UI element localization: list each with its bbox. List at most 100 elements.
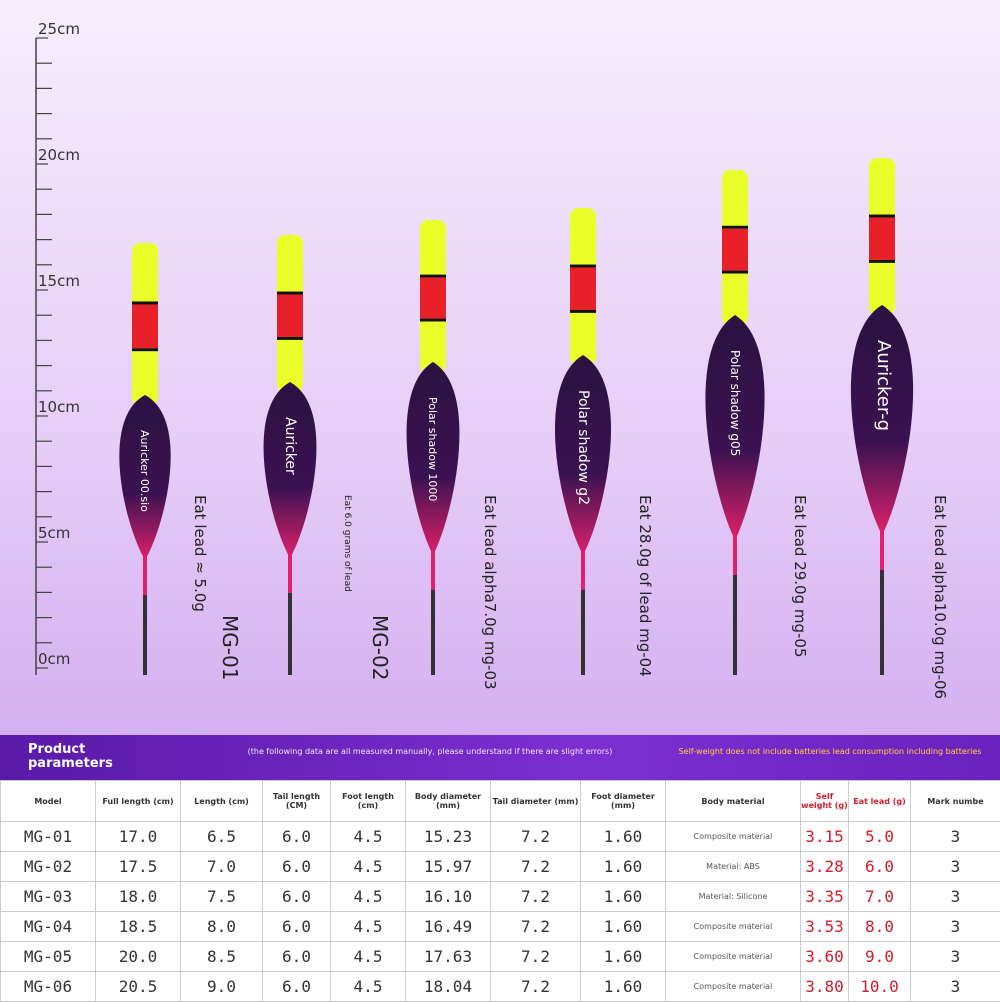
table-cell: 9.0 [181,972,263,1002]
ruler-label: 25cm [38,20,80,38]
table-cell: 7.2 [491,852,581,882]
float-band [722,271,748,274]
column-header: Self weight (g) [801,781,849,822]
table-cell: 8.0 [849,912,911,942]
float-band [570,313,596,355]
column-header: Tail length (CM) [263,781,331,822]
ruler-label: 0cm [38,650,70,668]
float-band [869,166,895,215]
column-header: Length (cm) [181,781,263,822]
table-cell: 3 [911,972,1000,1002]
float-band [277,340,303,382]
float-band [277,337,303,340]
table-cell: 18.0 [96,882,181,912]
table-cell: MG-04 [1,912,96,942]
table-cell: MG-05 [1,942,96,972]
table-cell: MG-01 [1,822,96,852]
table-cell: 3.80 [801,972,849,1002]
float-label: Eat 6.0 grams of lead [342,495,352,592]
float-label: Eat lead ≈ 5.0g [191,495,209,612]
table-cell: 1.60 [581,972,666,1002]
table-cell: 6.0 [263,942,331,972]
table-cell: 3 [911,912,1000,942]
table-cell: 17.5 [96,852,181,882]
float-body-text: Auricker-g [873,340,894,431]
table-cell: 4.5 [331,882,406,912]
float-band [722,226,748,229]
table-cell: 3 [911,942,1000,972]
band-note: (the following data are all measured man… [240,747,620,757]
table-cell: 4.5 [331,852,406,882]
table-cell: 10.0 [849,972,911,1002]
battery-note: Self-weight does not include batteries l… [670,747,990,757]
float-model: MG-01 [218,615,242,680]
float-body-text: Auricker [282,417,298,475]
ruler-label: 20cm [38,146,80,164]
table-cell: 4.5 [331,822,406,852]
table-cell: 9.0 [849,942,911,972]
table-cell: 8.0 [181,912,263,942]
table-cell: 20.5 [96,972,181,1002]
table-cell: 1.60 [581,942,666,972]
table-cell: 4.5 [331,972,406,1002]
float-label: Eat 28.0g of lead mg-04 [636,495,654,677]
float-body-text: Polar shadow g2 [575,390,591,505]
table-cell: 3.28 [801,852,849,882]
table-cell: 16.10 [406,882,491,912]
table-cell: Composite material [666,972,801,1002]
float-body-text: Auricker 00.sio [138,430,151,512]
float-band [420,275,446,278]
table-cell: Composite material [666,942,801,972]
table-cell: 1.60 [581,912,666,942]
table-cell: 3 [911,852,1000,882]
float-band [277,243,303,292]
float-band [722,178,748,226]
table-cell: 15.23 [406,822,491,852]
float-model: MG-02 [368,615,392,680]
column-header: Mark numbe [911,781,1000,822]
table-cell: 4.5 [331,942,406,972]
float-band [132,251,158,301]
table-cell: 7.0 [181,852,263,882]
table-cell: 20.0 [96,942,181,972]
table-cell: 17.0 [96,822,181,852]
float-body-text: Polar shadow g05 [728,350,742,456]
table-cell: 18.04 [406,972,491,1002]
table-cell: 7.2 [491,942,581,972]
column-header: Full length (cm) [96,781,181,822]
table-cell: MG-03 [1,882,96,912]
float-band [420,322,446,363]
float-label: Eat lead 29.0g mg-05 [791,495,809,658]
table-cell: 15.97 [406,852,491,882]
column-header: Eat lead (g) [849,781,911,822]
table-cell: 6.0 [263,912,331,942]
float-label: Eat lead alpha7.0g mg-03 [481,495,499,690]
float-band [869,263,895,305]
table-cell: 1.60 [581,882,666,912]
column-header: Model [1,781,96,822]
float-band [869,260,895,263]
table-cell: Material: Silicone [666,882,801,912]
table-cell: 3.60 [801,942,849,972]
table-cell: 7.2 [491,912,581,942]
table-cell: 6.0 [263,882,331,912]
table-cell: 16.49 [406,912,491,942]
float-band [420,319,446,322]
ruler-label: 5cm [38,524,70,542]
table-cell: MG-02 [1,852,96,882]
float-band [869,218,895,260]
table-cell: 3.15 [801,822,849,852]
float-band [570,216,596,265]
ruler-label: 10cm [38,398,80,416]
table-cell: 7.2 [491,882,581,912]
float-body-text: Polar shadow 1000 [426,397,439,501]
float-band [722,274,748,316]
